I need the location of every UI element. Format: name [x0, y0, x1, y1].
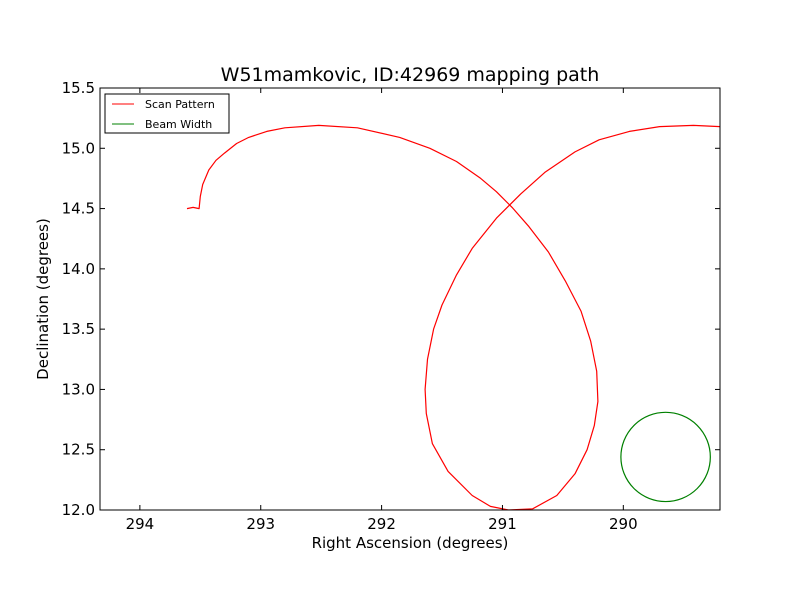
y-tick-label: 14.0 — [62, 260, 95, 278]
plot-area — [99, 87, 721, 511]
y-tick-label: 12.0 — [62, 501, 95, 519]
x-tick-label: 293 — [246, 515, 275, 533]
y-tick-label: 15.5 — [62, 79, 95, 97]
plot-frame — [99, 87, 721, 511]
legend-label-scan-pattern: Scan Pattern — [145, 98, 215, 111]
y-tick-label: 13.0 — [62, 380, 95, 398]
y-tick-label: 14.5 — [62, 200, 95, 218]
y-axis-ticks: 12.0 12.5 13.0 13.5 14.0 14.5 15.0 15.5 — [62, 79, 720, 519]
series-line-scan-pattern — [186, 124, 720, 510]
y-tick-label: 15.0 — [62, 139, 95, 157]
y-axis-label: Declination (degrees) — [34, 218, 52, 380]
x-tick-label: 292 — [367, 515, 396, 533]
x-axis-ticks: 294 293 292 291 290 — [126, 88, 638, 533]
x-axis-label: Right Ascension (degrees) — [312, 534, 509, 552]
legend-label-beam-width: Beam Width — [145, 118, 212, 131]
series-circle-beam-width — [620, 411, 711, 503]
x-tick-label: 294 — [126, 515, 155, 533]
y-tick-label: 13.5 — [62, 320, 95, 338]
x-tick-label: 290 — [609, 515, 638, 533]
legend: Scan Pattern Beam Width — [104, 93, 230, 134]
y-tick-label: 12.5 — [62, 441, 95, 459]
legend-box — [104, 93, 230, 134]
series-layer — [186, 124, 720, 510]
chart-title: W51mamkovic, ID:42969 mapping path — [221, 64, 600, 86]
x-tick-label: 291 — [488, 515, 517, 533]
